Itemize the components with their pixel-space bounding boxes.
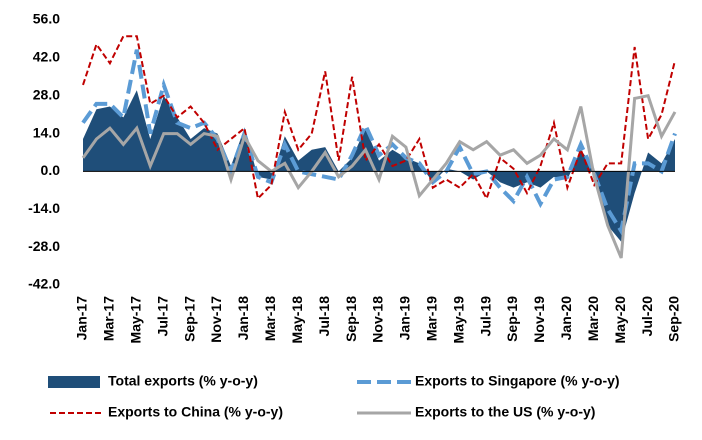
x-tick-label: Jul-18 [316, 296, 332, 337]
y-tick-label: 42.0 [33, 49, 60, 65]
x-tick-label: Mar-20 [585, 296, 601, 341]
x-tick-label: Sep-17 [181, 296, 197, 342]
x-tick-label: Jan-17 [74, 296, 90, 341]
x-tick-label: Sep-18 [343, 296, 359, 342]
x-tick-label: Mar-19 [424, 296, 440, 341]
legend-swatch [48, 376, 100, 388]
y-tick-label: 14.0 [33, 124, 60, 140]
line [81, 93, 677, 259]
x-tick-label: Nov-19 [531, 296, 547, 343]
legend-label: Exports to China (% y-o-y) [108, 404, 283, 420]
x-tick-label: Mar-18 [262, 296, 278, 341]
y-tick-label: -14.0 [28, 200, 60, 216]
legend-label: Exports to Singapore (% y-o-y) [415, 373, 620, 389]
x-tick-label: May-20 [612, 296, 628, 344]
y-tick-label: 0.0 [41, 162, 61, 178]
x-tick-label: Sep-19 [504, 296, 520, 342]
x-tick-label: Jan-19 [397, 296, 413, 341]
x-tick-label: Sep-20 [666, 296, 682, 342]
y-tick-label: -42.0 [28, 276, 60, 292]
y-tick-label: 56.0 [33, 11, 60, 27]
y-tick-label: 28.0 [33, 86, 60, 102]
x-tick-label: May-17 [128, 296, 144, 344]
line [82, 35, 676, 201]
x-tick-label: May-19 [450, 296, 466, 344]
x-tick-label: Jul-19 [477, 296, 493, 337]
legend-label: Exports to the US (% y-o-y) [415, 404, 595, 420]
line [81, 49, 677, 237]
x-tick-label: Nov-18 [370, 296, 386, 343]
x-tick-label: Nov-17 [208, 296, 224, 343]
y-tick-label: -28.0 [28, 238, 60, 254]
x-tick-label: May-18 [289, 296, 305, 344]
x-tick-label: Jul-17 [154, 296, 170, 337]
x-tick-label: Jul-20 [639, 296, 655, 337]
x-tick-label: Jan-18 [235, 296, 251, 341]
x-tick-label: Mar-17 [101, 296, 117, 341]
area [83, 90, 675, 242]
legend-label: Total exports (% y-o-y) [108, 373, 258, 389]
x-tick-label: Jan-20 [558, 296, 574, 341]
